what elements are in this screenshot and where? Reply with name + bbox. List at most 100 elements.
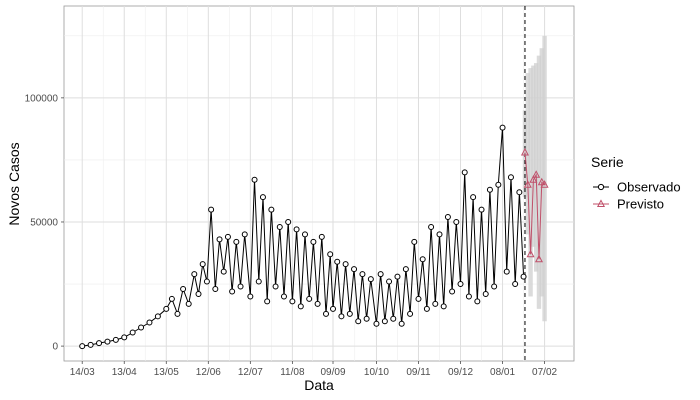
data-point [285,218,292,225]
forecast-point [534,254,544,263]
y-axis-title: Novos Casos [6,142,22,225]
data-point [359,271,366,278]
data-point [491,283,498,290]
data-point [423,305,430,312]
data-point [377,271,384,278]
legend-item-previsto: Previsto [593,197,664,212]
data-point [129,329,136,336]
data-point [507,174,514,181]
data-point [323,310,330,317]
data-point [449,288,456,295]
data-point [355,318,362,325]
prediction-interval-band [542,35,547,322]
data-point [180,286,187,293]
y-tick-label: 0 [52,342,58,353]
data-point [264,298,271,305]
data-point [146,319,153,326]
forecast-point [523,180,532,188]
data-point [314,300,321,307]
x-tick-label: 14/03 [70,367,95,378]
x-tick-label: 09/09 [320,367,345,378]
data-point [199,261,206,268]
data-point [419,256,426,263]
prediction-interval-band [539,48,544,297]
x-axis-ticks: 14/03 13/04 13/05 12/06 12/07 11/08 09/09 10/10… [70,361,558,378]
data-point [216,236,223,243]
series-previsto [520,147,549,263]
data-point [154,313,161,320]
x-tick-label: 08/01 [490,367,515,378]
data-point [191,271,198,278]
data-point [499,124,506,131]
legend: Serie Observado Previsto [591,154,681,212]
data-point [289,298,296,305]
data-point [168,295,175,302]
data-point [415,295,422,302]
data-point [237,283,244,290]
chart-panel [63,5,575,362]
data-point [516,189,523,196]
data-point [457,281,464,288]
legend-entries: Observado Previsto [593,180,681,212]
series-layer [79,124,549,350]
data-point [259,194,266,201]
data-point [432,300,439,307]
data-point [203,278,210,285]
data-point [138,324,145,331]
data-point [367,276,374,283]
data-point [394,273,401,280]
forecast-point [532,170,541,178]
legend-item-observado: Observado [593,180,681,195]
data-point [453,218,460,225]
data-point [241,231,248,238]
legend-title: Serie [591,154,624,170]
data-point [185,300,192,307]
data-point [310,238,317,245]
x-tick-label: 10/10 [364,367,389,378]
data-point [297,303,304,310]
legend-label: Previsto [617,197,664,212]
data-point [444,214,451,221]
data-point [503,268,510,275]
data-point [112,336,119,343]
data-point [268,206,275,213]
x-tick-label: 11/08 [280,367,305,378]
data-point [520,273,527,280]
x-axis-title: Data [304,377,334,393]
data-point [255,278,262,285]
data-point [163,305,170,312]
data-point [474,298,481,305]
data-point [334,258,341,265]
data-point [398,320,405,327]
data-point [251,176,258,183]
x-tick-label: 13/04 [112,367,137,378]
prediction-interval-band [531,65,536,247]
data-point [512,281,519,288]
forecast-point [529,175,538,183]
data-point [87,341,94,348]
data-point [351,266,358,273]
data-point [233,238,240,245]
data-point [306,295,313,302]
data-point [104,338,111,345]
data-point [470,194,477,201]
data-point [247,293,254,300]
data-point [301,231,308,238]
data-point [212,286,219,293]
data-point [327,251,334,258]
prediction-interval-band [536,55,542,309]
data-point [428,223,435,230]
data-point [338,313,345,320]
legend-label: Observado [617,180,681,195]
data-point [174,310,181,317]
data-point [346,310,353,317]
data-point [224,233,231,240]
data-point [495,181,502,188]
data-point [436,231,443,238]
data-point [486,186,493,193]
y-axis-ticks: 0 50000 100000 [25,93,64,353]
forecast-point [526,249,535,258]
x-tick-label: 07/02 [532,367,557,378]
x-tick-label: 13/05 [154,367,179,378]
